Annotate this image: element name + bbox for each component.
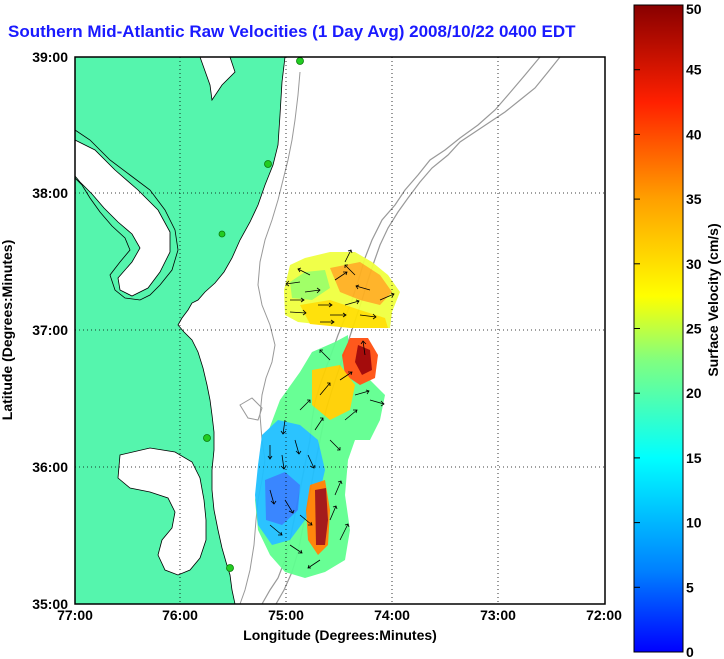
y-tick-label: 38:00 bbox=[32, 185, 68, 201]
colorbar-tick-label: 5 bbox=[686, 579, 694, 595]
station-marker bbox=[226, 564, 234, 572]
colorbar-tick-label: 45 bbox=[686, 62, 702, 78]
y-tick-label: 39:00 bbox=[32, 49, 68, 65]
y-tick-label: 37:00 bbox=[32, 322, 68, 338]
colorbar-tick-label: 10 bbox=[686, 515, 702, 531]
x-tick-label: 77:00 bbox=[57, 607, 93, 623]
colorbar-tick-label: 0 bbox=[686, 644, 694, 659]
velocity-patch-north bbox=[290, 270, 330, 300]
colorbar-tick-label: 25 bbox=[686, 321, 702, 337]
station-marker bbox=[264, 160, 272, 168]
delaware-bay bbox=[199, 57, 236, 102]
y-axis: 39:00 38:00 37:00 36:00 35:00 Latitude (… bbox=[0, 49, 68, 612]
station-marker bbox=[218, 230, 226, 238]
x-tick-label: 72:00 bbox=[586, 607, 622, 623]
y-tick-label: 35:00 bbox=[32, 596, 68, 612]
depth-contour bbox=[239, 397, 263, 421]
x-tick-label: 74:00 bbox=[374, 607, 410, 623]
map-title: Southern Mid-Atlantic Raw Velocities (1 … bbox=[8, 22, 576, 41]
station-marker bbox=[203, 434, 211, 442]
x-tick-label: 75:00 bbox=[268, 607, 304, 623]
grid-lines bbox=[75, 57, 605, 604]
colorbar-tick-label: 35 bbox=[686, 191, 702, 207]
colorbar-tick-label: 20 bbox=[686, 385, 702, 401]
plot-frame bbox=[74, 56, 606, 605]
velocity-patch-south bbox=[312, 365, 355, 420]
velocity-patch-south bbox=[355, 345, 372, 375]
x-axis: 77:00 76:00 75:00 74:00 73:00 72:00 Long… bbox=[57, 607, 622, 643]
colorbar-gradient bbox=[633, 4, 684, 653]
y-axis-label: Latitude (Degrees:Minutes) bbox=[0, 240, 15, 420]
velocity-field bbox=[255, 252, 400, 578]
velocity-vectors bbox=[267, 249, 395, 569]
colorbar-tick-label: 40 bbox=[686, 126, 702, 142]
sound-water bbox=[117, 447, 207, 576]
colorbar-tick-label: 50 bbox=[686, 1, 702, 17]
colorbar-label: Surface Velocity (cm/s) bbox=[705, 223, 721, 376]
colorbar-tick-label: 15 bbox=[686, 450, 702, 466]
chesapeake-bay bbox=[75, 139, 171, 297]
x-axis-label: Longitude (Degrees:Minutes) bbox=[243, 627, 437, 643]
velocity-patch-south bbox=[315, 488, 328, 545]
x-tick-label: 76:00 bbox=[162, 607, 198, 623]
colorbar-tick-label: 30 bbox=[686, 256, 702, 272]
x-tick-label: 73:00 bbox=[480, 607, 516, 623]
station-marker bbox=[296, 57, 304, 65]
y-tick-label: 36:00 bbox=[32, 459, 68, 475]
